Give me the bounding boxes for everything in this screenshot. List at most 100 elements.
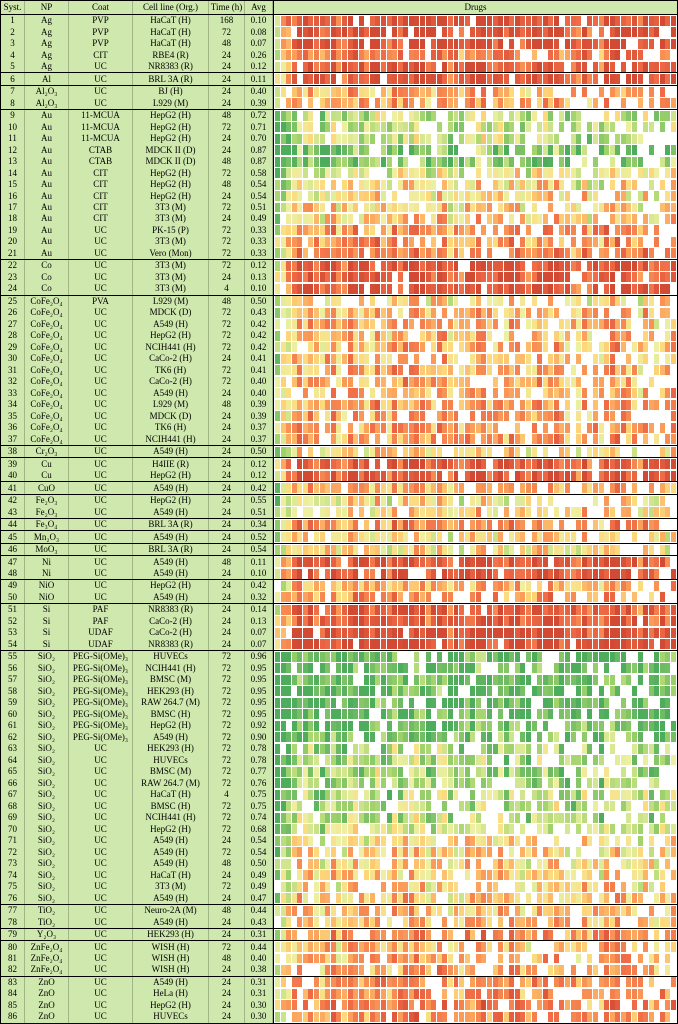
heatmap-cell — [330, 639, 336, 650]
row-syst: 50 — [1, 591, 25, 604]
heatmap-cell — [403, 260, 409, 271]
heatmap-cell — [408, 145, 414, 156]
heatmap-cell — [604, 38, 610, 49]
heatmap-cell — [447, 236, 453, 247]
heatmap-cell — [353, 168, 359, 179]
heatmap-cell — [481, 248, 487, 259]
heatmap-cell — [336, 50, 342, 61]
heatmap-cell — [314, 519, 320, 530]
heatmap-cell — [397, 483, 403, 494]
heatmap-cell — [358, 495, 364, 506]
heatmap-row — [273, 482, 677, 494]
heatmap-cell — [654, 283, 660, 294]
heatmap-cell — [570, 283, 576, 294]
heatmap-cell — [486, 283, 492, 294]
heatmap-cell — [291, 495, 297, 506]
heatmap-cell — [369, 98, 375, 109]
heatmap-cell — [386, 133, 392, 144]
heatmap-cell — [553, 434, 559, 445]
heatmap-cell — [408, 388, 414, 399]
heatmap-cell — [425, 365, 431, 376]
heatmap-cell — [392, 732, 398, 743]
heatmap-cell — [492, 388, 498, 399]
heatmap-cell — [353, 353, 359, 364]
heatmap-cell — [492, 50, 498, 61]
heatmap-cell — [570, 592, 576, 603]
heatmap-cell — [498, 434, 504, 445]
heatmap-cell — [431, 388, 437, 399]
heatmap-cell — [576, 495, 582, 506]
row-time: 24 — [209, 410, 245, 422]
heatmap-row — [273, 260, 677, 272]
heatmap-cell — [325, 168, 331, 179]
heatmap-cell — [414, 483, 420, 494]
heatmap-cell — [581, 110, 587, 121]
heatmap-cell — [425, 568, 431, 579]
heatmap-cell — [280, 674, 286, 685]
heatmap-cell — [486, 296, 492, 307]
heatmap-cell — [620, 674, 626, 685]
heatmap-cell — [380, 342, 386, 353]
heatmap-row — [273, 651, 677, 663]
heatmap-cell — [604, 110, 610, 121]
heatmap-cell — [397, 236, 403, 247]
heatmap-cell — [302, 98, 308, 109]
heatmap-cell — [559, 627, 565, 638]
heatmap-cell — [308, 15, 314, 26]
heatmap-cell — [459, 283, 465, 294]
heatmap-cell — [319, 399, 325, 410]
heatmap-cell — [319, 532, 325, 543]
heatmap-cell — [643, 507, 649, 518]
heatmap-cell — [514, 519, 520, 530]
heatmap-cell — [548, 330, 554, 341]
heatmap-cell — [537, 213, 543, 224]
heatmap-cell — [291, 86, 297, 97]
heatmap-cell — [330, 122, 336, 133]
heatmap-cell — [392, 399, 398, 410]
heatmap-cell — [553, 248, 559, 259]
table-row: 53 Si UDAF CaCo-2 (H) 24 0.07 — [1, 627, 677, 639]
heatmap-cell — [347, 720, 353, 731]
heatmap-cell — [403, 651, 409, 662]
heatmap-cell — [330, 743, 336, 754]
heatmap-cell — [369, 459, 375, 470]
heatmap-cell — [598, 422, 604, 433]
heatmap-cell — [492, 507, 498, 518]
heatmap-cell — [319, 330, 325, 341]
heatmap-cell — [576, 38, 582, 49]
heatmap-cell — [665, 507, 671, 518]
heatmap-cell — [425, 459, 431, 470]
heatmap-cell — [286, 202, 292, 213]
heatmap-cell — [604, 627, 610, 638]
row-coat: PEG-Si(OMe)₃ — [69, 720, 133, 732]
heatmap-cell — [447, 86, 453, 97]
heatmap-cell — [637, 122, 643, 133]
heatmap-cell — [598, 133, 604, 144]
heatmap-cell — [643, 399, 649, 410]
heatmap-cell — [375, 663, 381, 674]
heatmap-cell — [632, 581, 637, 591]
heatmap-cell — [598, 15, 604, 26]
heatmap-cell — [341, 145, 347, 156]
heatmap-cell — [420, 145, 426, 156]
heatmap-cell — [358, 86, 364, 97]
heatmap-cell — [643, 434, 649, 445]
heatmap-cell — [648, 674, 654, 685]
heatmap-cell — [570, 236, 576, 247]
heatmap-cell — [587, 365, 593, 376]
heatmap-cell — [576, 319, 582, 330]
heatmap-row — [273, 364, 677, 377]
heatmap-cell — [453, 686, 459, 697]
heatmap-cell — [559, 581, 565, 591]
heatmap-row — [273, 556, 677, 568]
heatmap-cell — [592, 532, 598, 543]
heatmap-cell — [559, 27, 565, 38]
heatmap-cell — [364, 307, 370, 318]
heatmap-cell — [581, 236, 587, 247]
heatmap-cell — [498, 592, 504, 603]
heatmap-cell — [380, 283, 386, 294]
heatmap-cell — [380, 581, 386, 591]
heatmap-cell — [386, 122, 392, 133]
heatmap-cell — [459, 342, 465, 353]
table-row: 38 Cr₂O₃ UC A549 (H) 24 0.50 — [1, 444, 677, 458]
